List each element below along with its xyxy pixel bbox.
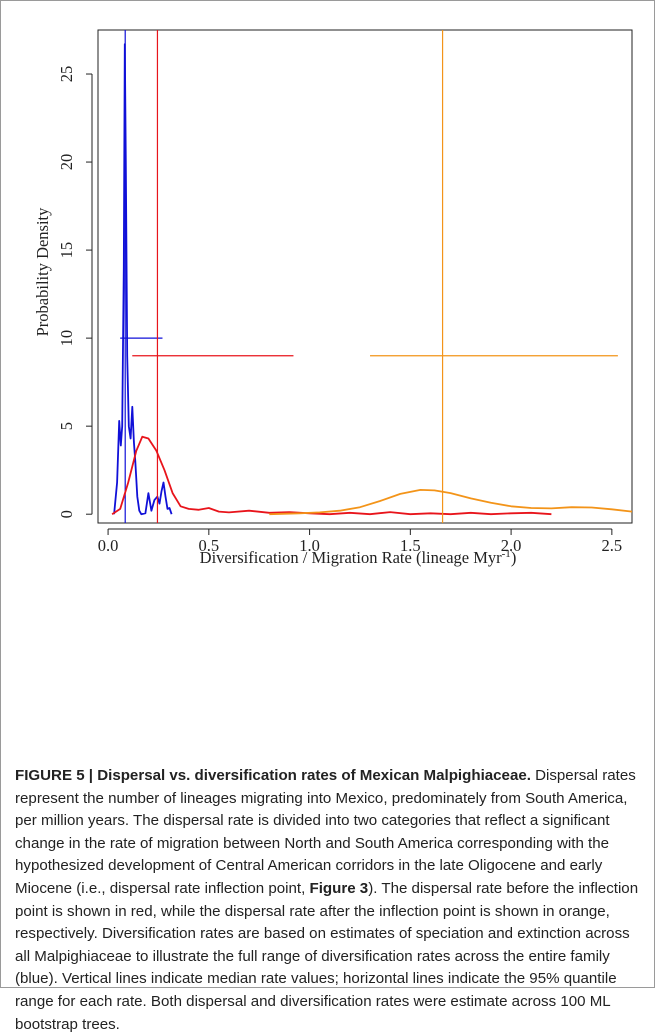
density-curve-2 — [269, 489, 633, 516]
y-tick-label-0: 0 — [57, 510, 76, 518]
density-curve-0 — [113, 43, 173, 516]
y-tick-label-1: 5 — [57, 422, 76, 430]
x-tick-label-5: 2.5 — [602, 536, 623, 555]
x-tick-label-1: 0.5 — [199, 536, 220, 555]
caption-title: FIGURE 5 | Dispersal vs. diversification… — [15, 767, 531, 784]
y-axis-label: Probability Density — [33, 207, 52, 337]
y-tick-label-3: 15 — [57, 242, 76, 259]
x-tick-label-2: 1.0 — [299, 536, 320, 555]
caption-text-part2: ). The dispersal rate before the inflect… — [15, 879, 639, 1033]
x-tick-label-4: 2.0 — [501, 536, 522, 555]
density-plot: 0.0 0.5 1.0 1.5 2.0 2.5 0 5 10 15 20 25 Diversific… — [33, 29, 633, 567]
x-axis-label: Diversification / Migration Rate (lineag… — [200, 548, 517, 567]
plot-box — [97, 29, 633, 524]
y-axis: 0 5 10 15 20 25 — [57, 66, 93, 518]
caption-text-part1: Dispersal rates represent the number of … — [15, 767, 636, 897]
y-tick-label-2: 10 — [57, 330, 76, 347]
y-tick-label-5: 25 — [57, 66, 76, 83]
caption-figure-reference: Figure 3 — [309, 879, 369, 897]
series-layer — [111, 30, 633, 523]
x-tick-label-0: 0.0 — [98, 536, 119, 555]
density-curve-1 — [111, 435, 552, 516]
y-tick-label-4: 20 — [57, 154, 76, 171]
figure-frame — [0, 0, 655, 988]
x-axis: 0.0 0.5 1.0 1.5 2.0 2.5 — [98, 528, 623, 555]
figure-caption: FIGURE 5 | Dispersal vs. diversification… — [15, 765, 643, 1036]
x-tick-label-3: 1.5 — [400, 536, 421, 555]
